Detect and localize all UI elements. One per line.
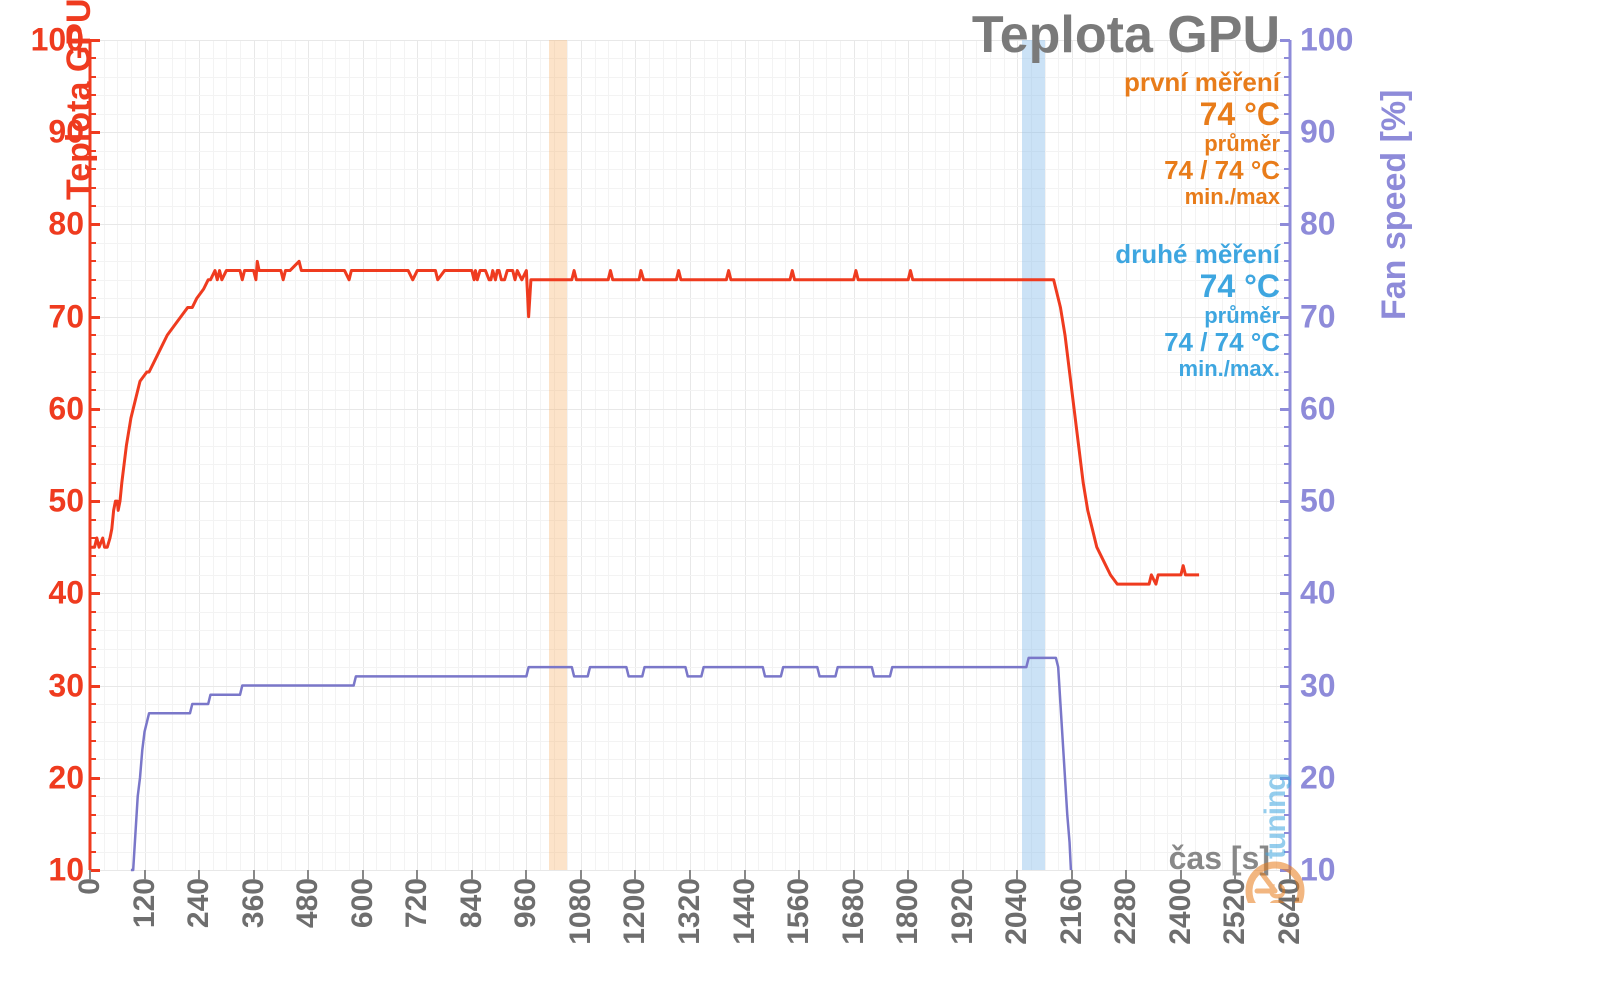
- y-right-tick-label: 40: [1300, 575, 1336, 612]
- x-tick-label: 1800: [891, 878, 925, 945]
- annotation-second-minmax: 74 / 74 °C: [1115, 328, 1280, 357]
- y-left-tick-label: 30: [48, 667, 84, 704]
- chart-container: 1020304050607080901001020304050607080901…: [0, 0, 1600, 998]
- x-tick-label: 1440: [728, 878, 762, 945]
- y-right-tick-label: 90: [1300, 114, 1336, 151]
- x-tick-label: 0: [73, 878, 107, 895]
- x-tick-label: 840: [455, 878, 489, 928]
- series-temperature: [90, 261, 1199, 584]
- y-left-tick-label: 70: [48, 298, 84, 335]
- x-tick-label: 360: [237, 878, 271, 928]
- annotation-first-minmax-label: min./max: [1124, 185, 1280, 209]
- annotation-second-sublabel: průměr: [1115, 304, 1280, 328]
- annotation-second-label: druhé měření: [1115, 240, 1280, 269]
- x-tick-label: 720: [400, 878, 434, 928]
- watermark-logo: tuning pc: [1235, 703, 1315, 908]
- annotation-first-label: první měření: [1124, 68, 1280, 97]
- x-tick-label: 960: [509, 878, 543, 928]
- y-left-axis-title: Teplota GPU [°C]: [60, 0, 99, 200]
- y-right-tick-label: 70: [1300, 298, 1336, 335]
- y-right-tick-label: 30: [1300, 667, 1336, 704]
- svg-text:tuning: tuning: [1259, 773, 1292, 859]
- x-tick-label: 480: [291, 878, 325, 928]
- y-left-tick-label: 50: [48, 483, 84, 520]
- annotation-first: první měření 74 °C průměr 74 / 74 °C min…: [1124, 68, 1280, 209]
- y-left-tick-label: 80: [48, 206, 84, 243]
- x-tick-label: 2040: [1000, 878, 1034, 945]
- annotation-second: druhé měření 74 °C průměr 74 / 74 °C min…: [1115, 240, 1280, 381]
- plot-area: [90, 40, 1290, 870]
- x-tick-label: 2400: [1164, 878, 1198, 945]
- annotation-second-value: 74 °C: [1115, 269, 1280, 304]
- y-right-axis-title: Fan speed [%]: [1375, 90, 1414, 320]
- x-tick-label: 240: [182, 878, 216, 928]
- x-tick-label: 1560: [782, 878, 816, 945]
- x-tick-label: 1320: [673, 878, 707, 945]
- y-right-tick-label: 100: [1300, 22, 1353, 59]
- annotation-first-minmax: 74 / 74 °C: [1124, 156, 1280, 185]
- y-left-tick-label: 40: [48, 575, 84, 612]
- x-tick-label: 1920: [946, 878, 980, 945]
- y-left-tick-label: 60: [48, 390, 84, 427]
- y-right-tick-label: 80: [1300, 206, 1336, 243]
- data-layer: [90, 40, 1290, 870]
- x-tick-label: 600: [346, 878, 380, 928]
- y-right-tick-label: 60: [1300, 390, 1336, 427]
- series-fan_speed: [131, 658, 1071, 870]
- annotation-first-value: 74 °C: [1124, 97, 1280, 132]
- x-tick-label: 2280: [1109, 878, 1143, 945]
- y-right-tick-label: 50: [1300, 483, 1336, 520]
- y-left-tick-label: 20: [48, 759, 84, 796]
- svg-text:pc: pc: [1259, 884, 1292, 903]
- chart-title: Teplota GPU: [972, 5, 1280, 65]
- x-tick-label: 1680: [837, 878, 871, 945]
- x-tick-label: 1200: [618, 878, 652, 945]
- x-tick-label: 120: [128, 878, 162, 928]
- x-tick-label: 1080: [564, 878, 598, 945]
- x-tick-label: 2160: [1055, 878, 1089, 945]
- annotation-first-sublabel: průměr: [1124, 132, 1280, 156]
- annotation-second-minmax-label: min./max.: [1115, 357, 1280, 381]
